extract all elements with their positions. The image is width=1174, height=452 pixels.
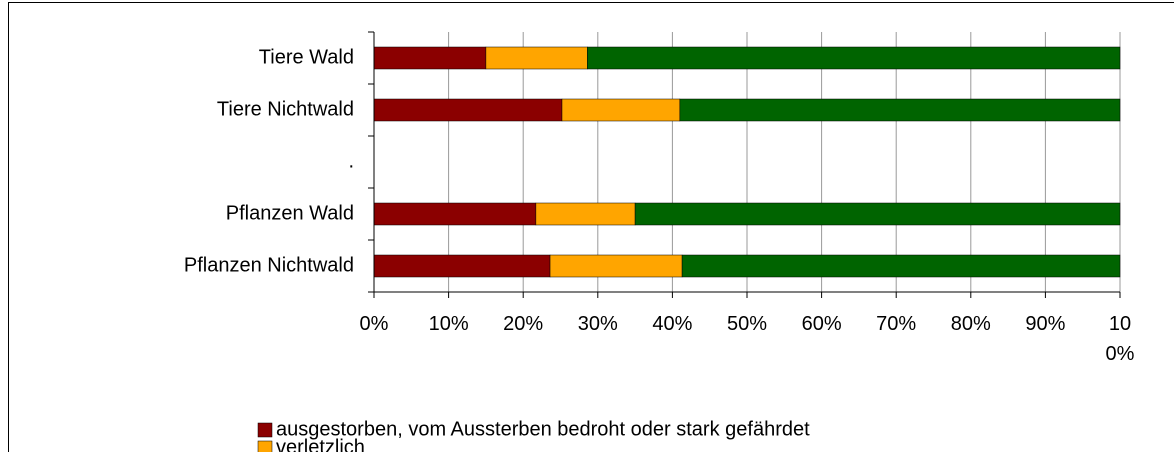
x-tick-label: 10% [428, 313, 469, 335]
legend-label: verletzlich [276, 436, 365, 452]
x-tick-label: 80% [950, 313, 991, 335]
bar-segment [485, 46, 588, 70]
bar-segment [535, 202, 636, 226]
bar-segment [373, 202, 537, 226]
legend-label: ausgestorben, vom Aussterben bedroht ode… [276, 418, 810, 440]
legend-swatch [257, 422, 273, 438]
bar-segment [549, 254, 683, 278]
bar-segment [681, 254, 1121, 278]
x-tick-label: 30% [577, 313, 618, 335]
bar-segment [679, 98, 1121, 122]
y-tick-label: Pflanzen Wald [226, 202, 354, 224]
chart-border [8, 2, 1174, 452]
x-tick-label: 50% [726, 313, 768, 335]
legend-swatch [257, 440, 273, 452]
bar-segment [373, 254, 551, 278]
bar-segment [561, 98, 681, 122]
x-tick-label: 70% [876, 313, 917, 335]
x-tick-label: 90% [1025, 313, 1066, 335]
bar-segment [587, 46, 1121, 70]
bar-segment [373, 46, 487, 70]
bar-segment [373, 98, 563, 122]
x-tick-label: 20% [503, 313, 544, 335]
y-tick-label: Tiere Nichtwald [217, 98, 354, 120]
x-tick-label: 100% [1105, 313, 1135, 365]
y-tick-label: . [348, 150, 354, 172]
y-tick-label: Tiere Wald [259, 46, 354, 68]
x-tick-label: 40% [652, 313, 693, 335]
y-tick-label: Pflanzen Nichtwald [184, 254, 354, 276]
bar-segment [634, 202, 1121, 226]
x-tick-label: 60% [801, 313, 842, 335]
x-tick-label: 0% [359, 313, 389, 335]
